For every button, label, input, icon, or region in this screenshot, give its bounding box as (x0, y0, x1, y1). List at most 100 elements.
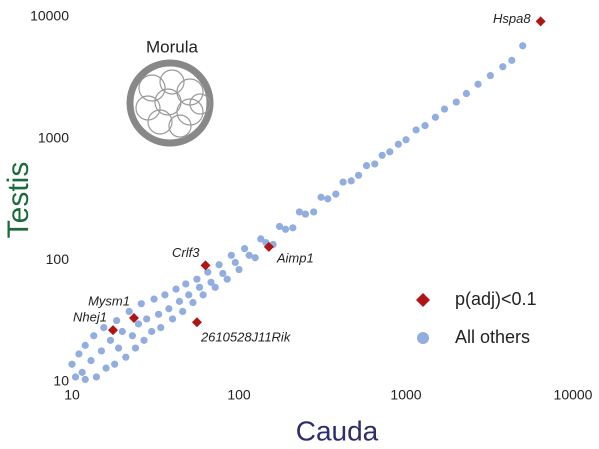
scatter-point (157, 323, 165, 332)
y-tick-label: 1000 (38, 129, 69, 145)
diamond-point (263, 241, 274, 252)
scatter-point (227, 251, 235, 259)
scatter-point (68, 360, 76, 368)
point-label: 2610528J11Rik (200, 330, 292, 345)
scatter-point (431, 113, 440, 121)
x-tick-label: 1000 (390, 387, 421, 403)
scatter-point (111, 360, 119, 368)
scatter-point (301, 210, 310, 218)
point-label: Crlf3 (172, 245, 200, 260)
scatter-point (310, 208, 318, 216)
scatter-point (114, 344, 123, 352)
scatter-point (347, 177, 355, 185)
scatter-point (245, 251, 253, 259)
scatter-point (140, 336, 148, 344)
scatter-point (102, 364, 110, 372)
scatter-point (131, 344, 140, 352)
x-tick-label: 100 (227, 387, 251, 403)
scatter-point (289, 224, 297, 232)
y-tick-label: 10000 (30, 8, 69, 24)
x-tick-label: 10000 (554, 387, 593, 403)
scatter-point (199, 291, 207, 299)
scatter-point (474, 80, 482, 88)
point-label: Nhej1 (73, 310, 107, 325)
scatter-point (185, 291, 193, 299)
scatter-point (71, 373, 80, 381)
scatter-point (97, 347, 106, 355)
scatter-point (193, 275, 201, 283)
scatter-point (90, 332, 98, 340)
scatter-point (223, 275, 231, 283)
scatter-point (125, 307, 133, 316)
scatter-point (78, 368, 86, 376)
scatter-point (165, 305, 173, 313)
scatter-point (143, 315, 151, 323)
legend-label: p(adj)<0.1 (455, 289, 537, 309)
scatter-point (87, 356, 95, 365)
scatter-point (118, 327, 126, 336)
y-tick-label: 10 (53, 373, 69, 389)
diamond-point (535, 16, 546, 27)
scatter-point (240, 244, 249, 253)
scatter-point (295, 208, 304, 216)
scatter-point (172, 285, 180, 293)
annotation: Morula (146, 37, 199, 56)
scatter-point (394, 140, 402, 148)
scatter-point (235, 265, 243, 274)
scatter-point (412, 126, 420, 134)
point-label: Mysm1 (88, 293, 130, 308)
scatter-point (378, 151, 386, 159)
diamond-point (128, 312, 139, 323)
scatter-point (122, 353, 130, 361)
point-label: Hspa8 (493, 11, 531, 26)
scatter-point (486, 71, 494, 80)
scatter-point (92, 373, 101, 381)
scatter-point (179, 307, 187, 316)
scatter-point (386, 148, 394, 156)
scatter-point (106, 336, 115, 344)
scatter-point (317, 193, 325, 201)
scatter-point (508, 56, 516, 64)
scatter-point (175, 297, 184, 305)
scatter-point (402, 136, 410, 144)
scatter-point (362, 162, 371, 170)
y-tick-label: 100 (46, 251, 70, 267)
scatter-point (281, 225, 290, 233)
diamond-point (191, 317, 202, 328)
scatter-point (128, 332, 137, 340)
scatter-point (161, 291, 169, 299)
scatter-point (324, 195, 332, 203)
legend-marker (417, 332, 429, 344)
scatter-point (462, 89, 471, 98)
legend-label: All others (455, 327, 530, 347)
scatter-point (339, 178, 347, 186)
point-label: Aimp1 (276, 250, 314, 265)
scatter-point (75, 350, 83, 358)
scatter-point (257, 235, 265, 243)
scatter-point (182, 280, 190, 288)
scatter-point (251, 254, 259, 262)
scatter-point (113, 316, 121, 325)
scatter-point (148, 327, 156, 336)
legend-marker (416, 293, 430, 307)
scatter-point (421, 122, 429, 130)
scatter-point (211, 283, 219, 291)
y-axis-label: Testis (2, 162, 35, 239)
x-axis-label: Cauda (296, 415, 379, 446)
scatter-point (150, 295, 158, 303)
scatter-point (168, 315, 177, 323)
scatter-point (275, 222, 284, 231)
scatter-point (499, 63, 507, 71)
scatter-point (452, 98, 460, 106)
scatter-point (215, 261, 223, 269)
scatter-point (137, 300, 145, 308)
scatter-point (231, 258, 239, 267)
scatter-point (440, 105, 449, 113)
scatter-point (519, 42, 527, 50)
scatter-point (207, 278, 215, 286)
diamond-point (200, 260, 211, 271)
diamond-point (108, 325, 119, 336)
scatter-point (371, 160, 379, 168)
